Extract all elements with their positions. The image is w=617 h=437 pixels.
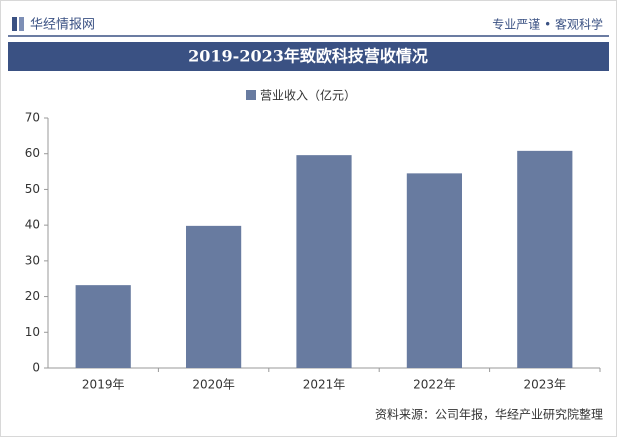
x-tick-label: 2021年 [303, 378, 346, 392]
bar [517, 150, 573, 368]
logo-mark [19, 17, 24, 31]
y-tick-label: 40 [25, 218, 40, 232]
bar [296, 155, 352, 368]
title-banner [8, 42, 609, 71]
y-tick-label: 30 [25, 253, 40, 267]
y-tick-label: 70 [25, 111, 40, 125]
x-tick-label: 2023年 [524, 378, 567, 392]
x-tick-label: 2020年 [192, 378, 235, 392]
legend-swatch [246, 90, 256, 100]
logo-mark [12, 17, 17, 31]
slogan: 专业严谨 • 客观科学 [492, 17, 603, 32]
source: 资料来源：公司年报，华经产业研究院整理 [375, 407, 603, 422]
y-tick-label: 50 [25, 182, 40, 196]
x-tick-label: 2019年 [82, 378, 125, 392]
chart-title: 2019-2023年致欧科技营收情况 [188, 47, 428, 66]
brand: 华经情报网 [30, 18, 95, 33]
y-tick-label: 10 [25, 325, 40, 339]
legend-label: 营业收入（亿元） [260, 88, 356, 103]
x-tick-label: 2022年 [413, 378, 456, 392]
y-tick-label: 20 [25, 289, 40, 303]
bar [186, 225, 242, 368]
bar [406, 173, 462, 368]
y-tick-label: 60 [25, 146, 40, 160]
y-tick-label: 0 [32, 361, 40, 375]
bar [75, 285, 131, 368]
